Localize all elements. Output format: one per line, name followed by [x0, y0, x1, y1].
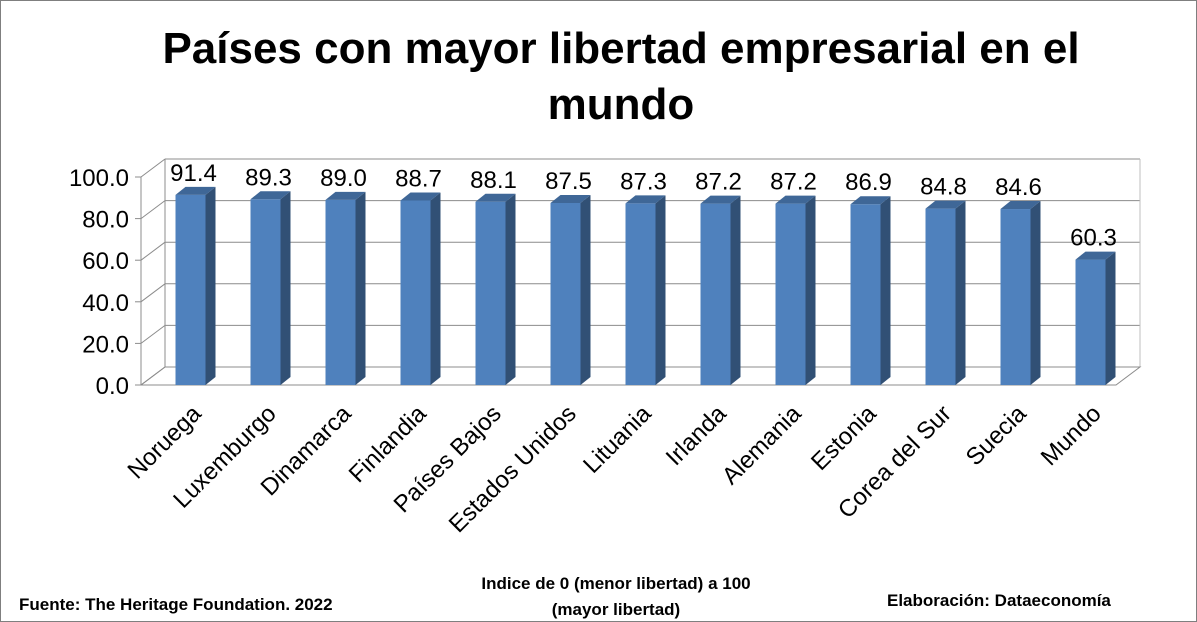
bar [475, 193, 516, 385]
value-label: 60.3 [1070, 225, 1117, 252]
category-label: Irlanda [661, 400, 732, 471]
bar [325, 191, 366, 385]
bar [550, 195, 591, 385]
value-label: 84.8 [920, 174, 967, 201]
grid-connector [140, 158, 166, 178]
grid-connector [140, 241, 166, 261]
bar-side [1030, 201, 1041, 385]
bar [700, 195, 741, 385]
category-label: Alemania [717, 400, 807, 490]
bar-top [175, 186, 216, 195]
bar-top [400, 192, 441, 201]
bar-front [175, 194, 206, 385]
bar-front [400, 200, 431, 385]
bar-front [475, 201, 506, 385]
y-tick-label: 0.0 [96, 373, 129, 400]
y-tick-label: 40.0 [82, 290, 129, 317]
bar-side [505, 193, 516, 385]
grid-connector [140, 200, 166, 220]
bar-side [655, 195, 666, 385]
bar [1000, 201, 1041, 385]
bar-top [925, 200, 966, 209]
bar-front [925, 208, 956, 385]
index-note: Indice de 0 (menor libertad) a 100 (mayo… [481, 574, 751, 619]
value-label: 84.6 [995, 174, 1042, 201]
value-label: 87.3 [620, 168, 667, 195]
bar-front [250, 199, 281, 385]
chart-title: Países con mayor libertad empresarial en… [162, 24, 1080, 129]
bar-side [1105, 251, 1116, 385]
source-note: Fuente: The Heritage Foundation. 2022 [19, 595, 333, 614]
bar-side [430, 192, 441, 385]
bar-front [775, 203, 806, 385]
bar-front [850, 204, 881, 385]
bar-front [625, 203, 656, 385]
value-label: 88.1 [470, 167, 517, 194]
bar-side [730, 195, 741, 385]
bar [850, 196, 891, 385]
bar-front [550, 203, 581, 385]
bar [400, 192, 441, 385]
bar [175, 186, 216, 385]
bar [775, 195, 816, 385]
y-tick-label: 60.0 [82, 248, 129, 275]
bar-front [1075, 259, 1106, 385]
bar-side [805, 195, 816, 385]
bar-top [700, 195, 741, 204]
value-label: 89.3 [245, 164, 292, 191]
value-label: 87.2 [770, 169, 817, 196]
bar-top [775, 195, 816, 204]
category-label: Estados Unidos [444, 400, 582, 538]
bar-side [580, 195, 591, 385]
y-tick-label: 20.0 [82, 331, 129, 358]
bar-side [205, 186, 216, 385]
bar [625, 195, 666, 385]
bar-front [325, 199, 356, 385]
bar-top [250, 191, 291, 200]
bar [1075, 251, 1116, 385]
value-label: 89.0 [320, 165, 367, 192]
value-label: 91.4 [170, 160, 217, 187]
grid-connector [140, 324, 166, 344]
bar-top [1000, 201, 1041, 210]
bar-top [325, 191, 366, 200]
bar-top [850, 196, 891, 205]
credit-note: Elaboración: Dataeconomía [887, 591, 1111, 610]
bar-front [700, 203, 731, 385]
bar-side [355, 191, 366, 385]
value-label: 87.2 [695, 169, 742, 196]
category-label: Lituania [578, 400, 657, 479]
bar-front [1000, 209, 1031, 385]
bar-side [880, 196, 891, 385]
category-label: Suecia [961, 400, 1032, 471]
value-label: 87.5 [545, 168, 592, 195]
bar [925, 200, 966, 385]
bars-layer [175, 186, 1116, 385]
value-label: 88.7 [395, 166, 442, 193]
category-label: Estonia [806, 400, 882, 476]
value-label: 86.9 [845, 169, 892, 196]
grid-connector [140, 283, 166, 303]
bar-top [625, 195, 666, 204]
y-tick-label: 100.0 [69, 165, 129, 192]
y-tick-label: 80.0 [82, 207, 129, 234]
bar-side [955, 200, 966, 385]
bar-top [1075, 251, 1116, 260]
category-label: Mundo [1036, 400, 1107, 471]
bar-side [280, 191, 291, 385]
bar-top [550, 195, 591, 203]
bar [250, 191, 291, 385]
bar-top [475, 193, 516, 202]
